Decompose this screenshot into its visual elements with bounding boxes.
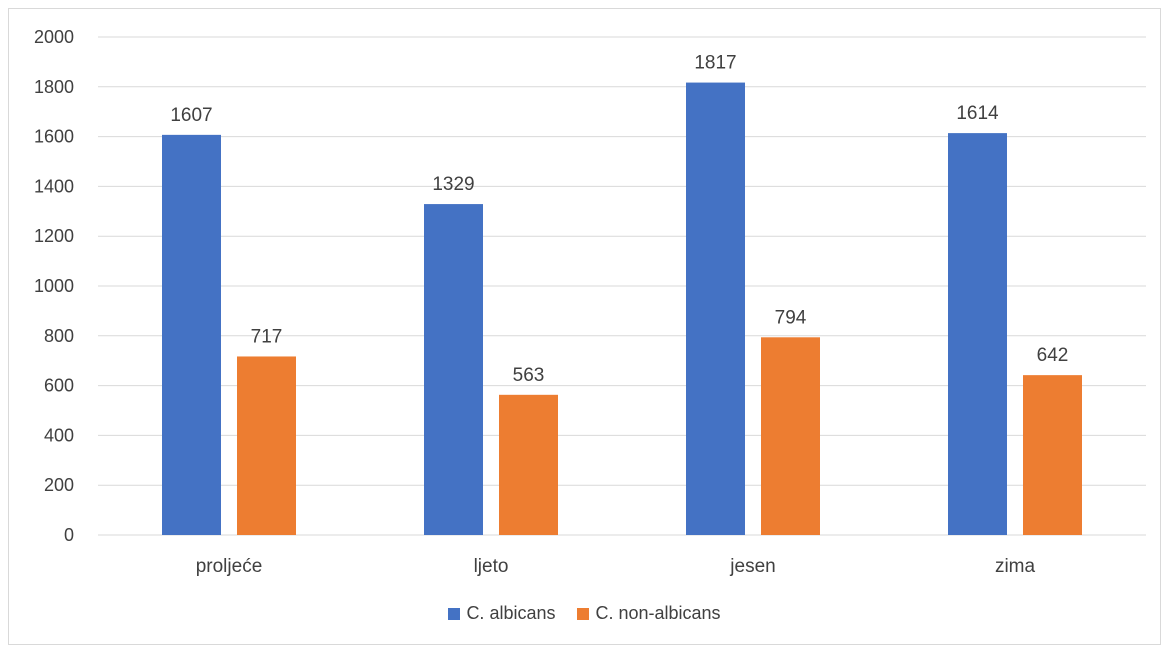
x-tick-label: proljeće [196, 556, 263, 577]
bar-albicans [948, 133, 1007, 535]
x-tick-label: zima [995, 556, 1036, 577]
bar-albicans [686, 82, 745, 535]
y-axis-ticks: 0 200 400 600 800 1000 1200 1400 1600 1800 2000 [34, 27, 74, 545]
bar-non-albicans [1023, 375, 1082, 535]
data-labels: 1607 717 1329 563 1817 794 1614 642 [170, 53, 1068, 386]
legend-swatch-albicans [448, 607, 461, 620]
data-label: 717 [251, 326, 283, 347]
legend-item-non-albicans: C. non-albicans [577, 603, 721, 624]
y-tick-label: 1000 [34, 276, 74, 296]
y-tick-label: 400 [44, 425, 74, 445]
bar-albicans [162, 134, 221, 535]
bar-non-albicans [237, 356, 296, 535]
legend-label-non-albicans: C. non-albicans [595, 603, 721, 623]
x-axis-ticks: proljeće ljeto jesen zima [196, 556, 1036, 577]
y-tick-label: 2000 [34, 27, 74, 47]
y-tick-label: 0 [64, 525, 74, 545]
bar-albicans [424, 204, 483, 536]
y-tick-label: 1800 [34, 77, 74, 97]
legend-label-albicans: C. albicans [466, 603, 556, 623]
y-tick-label: 1200 [34, 226, 74, 246]
data-label: 794 [775, 307, 807, 328]
x-tick-label: ljeto [474, 556, 509, 577]
y-tick-label: 800 [44, 326, 74, 346]
bar-non-albicans [761, 337, 820, 535]
data-label: 642 [1037, 345, 1069, 366]
y-tick-label: 1400 [34, 176, 74, 196]
legend-item-albicans: C. albicans [448, 603, 555, 624]
data-label: 1607 [170, 105, 212, 126]
data-label: 563 [513, 365, 545, 386]
legend: C. albicans C. non-albicans [0, 603, 1169, 624]
data-label: 1329 [432, 174, 474, 195]
data-label: 1817 [694, 53, 736, 74]
data-label: 1614 [956, 103, 999, 124]
y-tick-label: 1600 [34, 127, 74, 147]
bars [162, 82, 1082, 536]
legend-swatch-non-albicans [577, 607, 590, 620]
bar-non-albicans [499, 394, 558, 535]
y-tick-label: 600 [44, 376, 74, 396]
x-tick-label: jesen [729, 556, 775, 577]
y-tick-label: 200 [44, 475, 74, 495]
